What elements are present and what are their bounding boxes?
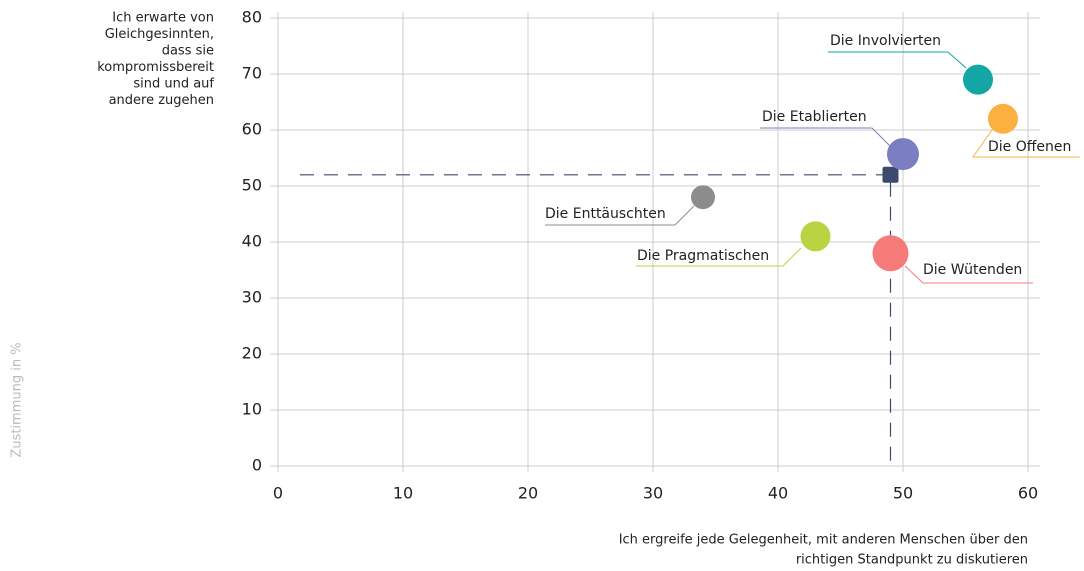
y-axis-title: dass sie [162, 44, 214, 59]
bubble [988, 103, 1018, 134]
x-tick-label: 10 [393, 484, 413, 503]
y-tick-label: 40 [242, 232, 262, 251]
y-tick-label: 10 [242, 400, 262, 419]
leader-line [636, 247, 802, 267]
x-tick-label: 40 [768, 484, 788, 503]
bubble [887, 138, 919, 171]
bubble [872, 235, 909, 272]
y-tick-label: 30 [242, 288, 262, 307]
y-tick-label: 80 [242, 8, 262, 27]
y-tick-label: 70 [242, 64, 262, 83]
reference-point [882, 166, 899, 183]
bubble [691, 185, 715, 210]
y-tick-label: 20 [242, 344, 262, 363]
y-axis-title: Gleichgesinnten, [105, 27, 214, 42]
y-axis-title: sind und auf [133, 77, 214, 92]
point-label: Die Pragmatischen [637, 248, 769, 264]
y-axis-title: andere zugehen [109, 93, 214, 108]
x-axis-title: Ich ergreife jede Gelegenheit, mit ander… [619, 533, 1028, 548]
point-label: Die Involvierten [830, 33, 941, 49]
y-tick-label: 0 [252, 456, 262, 475]
y-axis-title: Ich erwarte von [112, 11, 214, 26]
bubble [963, 64, 993, 95]
x-tick-label: 0 [273, 484, 283, 503]
leader-line [545, 205, 695, 226]
leader-line [828, 51, 967, 69]
x-tick-label: 30 [643, 484, 663, 503]
y-tick-label: 50 [242, 176, 262, 195]
point-label: Die Etablierten [762, 109, 867, 125]
leader-line [760, 127, 891, 147]
leader-line [904, 265, 1033, 284]
y-axis-title: kompromissbereit [97, 60, 214, 75]
bubble [800, 221, 831, 252]
x-tick-label: 20 [518, 484, 538, 503]
point-label: Die Offenen [988, 139, 1071, 155]
point-label: Die Enttäuschten [545, 206, 666, 222]
x-tick-label: 50 [893, 484, 913, 503]
side-label: Zustimmung in % [10, 342, 25, 457]
leader-line [972, 129, 1080, 158]
x-tick-label: 60 [1018, 484, 1038, 503]
x-axis-title: richtigen Standpunkt zu diskutieren [796, 553, 1028, 568]
point-label: Die Wütenden [923, 262, 1022, 278]
y-tick-label: 60 [242, 120, 262, 139]
